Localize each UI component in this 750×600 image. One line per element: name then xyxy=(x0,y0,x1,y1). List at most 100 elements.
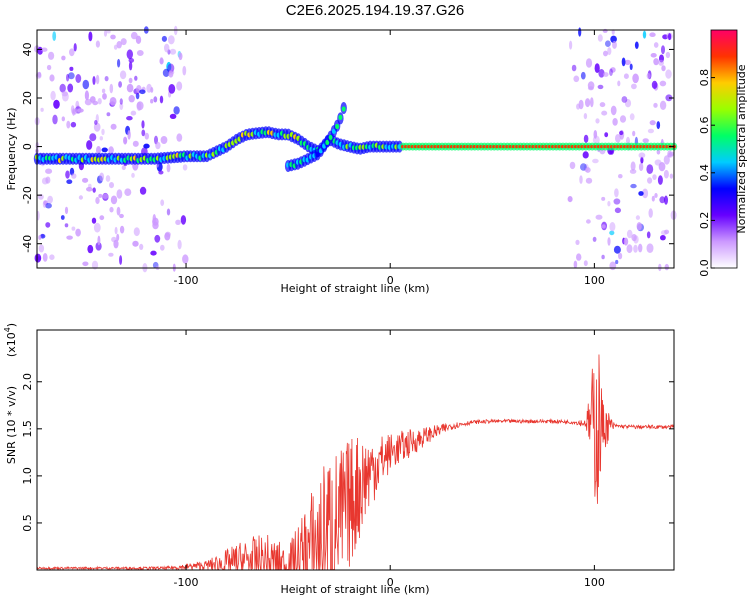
spectrogram-noise-blob xyxy=(573,260,578,269)
spectrogram-noise-blob xyxy=(665,94,673,102)
spectrogram-noise-blob xyxy=(139,243,144,250)
spectrogram-noise-blob xyxy=(633,244,638,253)
snr-y-tick-label: 1.5 xyxy=(21,420,34,438)
spectrogram-noise-blob xyxy=(657,175,663,185)
spectrogram-noise-blob xyxy=(656,149,661,155)
spectrogram-noise-blob xyxy=(116,189,123,199)
spectrogram-noise-blob xyxy=(642,30,647,39)
spectrogram-noise-blob xyxy=(598,69,605,78)
spectrogram-noise-blob xyxy=(607,237,611,246)
spectrogram-noise-blob xyxy=(578,99,584,110)
snr-y-scale-label: (x104) xyxy=(3,323,18,357)
spectrogram-noise-blob xyxy=(630,183,637,189)
spectrogram-noise-blob xyxy=(89,133,97,142)
spectrogram-noise-blob xyxy=(101,147,108,153)
spectrogram-noise-blob xyxy=(93,222,101,233)
spectrogram-noise-blob xyxy=(88,31,93,42)
spectrogram-noise-blob xyxy=(649,32,656,37)
spectrogram-noise-blob xyxy=(586,219,591,224)
spectrogram-noise-blob xyxy=(71,226,76,231)
spectrogram-noise-blob xyxy=(669,173,674,179)
spectrogram-noise-blob xyxy=(101,128,105,136)
spectrogram-noise-blob xyxy=(42,253,48,262)
spectrogram-noise-blob xyxy=(41,47,48,52)
spectrogram-noise-blob xyxy=(612,118,618,126)
spectrogram-x-tick-label: 100 xyxy=(584,274,605,287)
spectrogram-noise-blob xyxy=(102,93,107,100)
spectrogram-noise-blob xyxy=(169,48,177,55)
spectrogram-noise-blob xyxy=(113,239,119,249)
spectrogram-noise-blob xyxy=(109,83,114,94)
spectrogram-noise-blob xyxy=(610,105,617,116)
spectrogram-noise-blob xyxy=(153,96,158,103)
spectrogram-noise-blob xyxy=(642,138,649,144)
spectrogram-noise-blob xyxy=(61,91,68,97)
spectrogram-noise-blob xyxy=(599,102,606,108)
spectrogram-noise-blob xyxy=(590,97,594,108)
spectrogram-noise-blob xyxy=(182,254,189,264)
spectrogram-noise-blob xyxy=(659,196,666,204)
spectrogram-noise-blob xyxy=(668,33,672,41)
spectrogram-noise-blob xyxy=(126,83,134,93)
spectrogram-noise-blob xyxy=(161,35,167,42)
spectrogram-noise-blob xyxy=(95,74,100,85)
spectrogram-noise-blob xyxy=(659,100,667,111)
spectrogram-noise-blob xyxy=(646,164,654,175)
spectrogram-noise-blob xyxy=(567,196,573,203)
spectrogram-noise-blob xyxy=(109,182,114,189)
spectrogram-noise-blob xyxy=(621,57,626,67)
spectrogram-noise-blob xyxy=(626,244,633,254)
spectrogram-noise-blob xyxy=(646,231,651,239)
spectrogram-noise-blob xyxy=(119,255,123,265)
spectrogram-noise-blob xyxy=(49,74,55,82)
spectrogram-noise-blob xyxy=(159,95,164,104)
snr-x-tick-label: -100 xyxy=(174,576,199,589)
spectrogram-noise-blob xyxy=(180,215,187,225)
spectrogram-noise-blob xyxy=(636,222,642,231)
spectrogram-noise-blob xyxy=(594,63,600,73)
spectrogram-noise-blob xyxy=(102,193,109,199)
spectrogram-noise-blob xyxy=(168,84,176,94)
spectrogram-noise-blob xyxy=(124,188,132,196)
spectrogram-noise-blob xyxy=(45,168,53,174)
spectrogram-noise-blob xyxy=(658,59,664,66)
spectrogram-noise-blob xyxy=(42,200,47,208)
spectrogram-noise-blob xyxy=(629,63,633,70)
spectrogram-y-tick-label: 20 xyxy=(21,91,34,105)
spectrogram-noise-blob xyxy=(97,235,101,246)
spectrogram-noise-blob xyxy=(580,163,587,171)
spectrogram-noise-blob xyxy=(176,81,183,91)
spectrogram-noise-blob xyxy=(150,98,154,104)
spectrogram-noise-blob xyxy=(653,58,659,66)
spectrogram-noise-blob xyxy=(77,108,84,113)
spectrogram-noise-blob xyxy=(121,165,126,171)
spectrogram-noise-blob xyxy=(609,68,613,76)
spectrogram-noise-blob xyxy=(101,88,106,94)
spectrogram-noise-blob xyxy=(158,170,164,175)
spectrogram-noise-blob xyxy=(53,99,60,109)
spectrogram-noise-blob xyxy=(624,99,632,108)
spectrogram-noise-blob xyxy=(66,235,73,240)
spectrogram-noise-blob xyxy=(128,58,135,63)
spectrogram-noise-blob xyxy=(177,239,182,250)
spectrogram-noise-blob xyxy=(663,155,670,165)
spectrogram-noise-blob xyxy=(110,195,118,205)
spectrogram-noise-blob xyxy=(52,31,57,41)
spectrogram-noise-blob xyxy=(124,137,128,144)
spectrogram-noise-blob xyxy=(619,130,624,136)
spectrogram-noise-blob xyxy=(624,59,631,66)
spectrogram-noise-blob xyxy=(629,113,635,121)
spectrogram-noise-blob xyxy=(82,177,89,183)
spectrogram-noise-blob xyxy=(665,69,672,79)
spectrogram-noise-blob xyxy=(592,236,597,242)
spectrogram-noise-blob xyxy=(108,146,114,155)
spectrogram-noise-blob xyxy=(604,132,609,138)
spectrogram-ridge-core xyxy=(325,139,330,145)
spectrogram-noise-blob xyxy=(615,259,619,265)
spectrogram-noise-blob xyxy=(638,152,646,159)
spectrogram-noise-blob xyxy=(70,121,77,128)
spectrogram-x-ticks: -100 0 100 xyxy=(174,30,605,287)
spectrogram-noise-blob xyxy=(638,191,644,196)
spectrogram-noise-blob xyxy=(634,41,639,49)
spectrogram-noise-blob xyxy=(49,254,55,260)
